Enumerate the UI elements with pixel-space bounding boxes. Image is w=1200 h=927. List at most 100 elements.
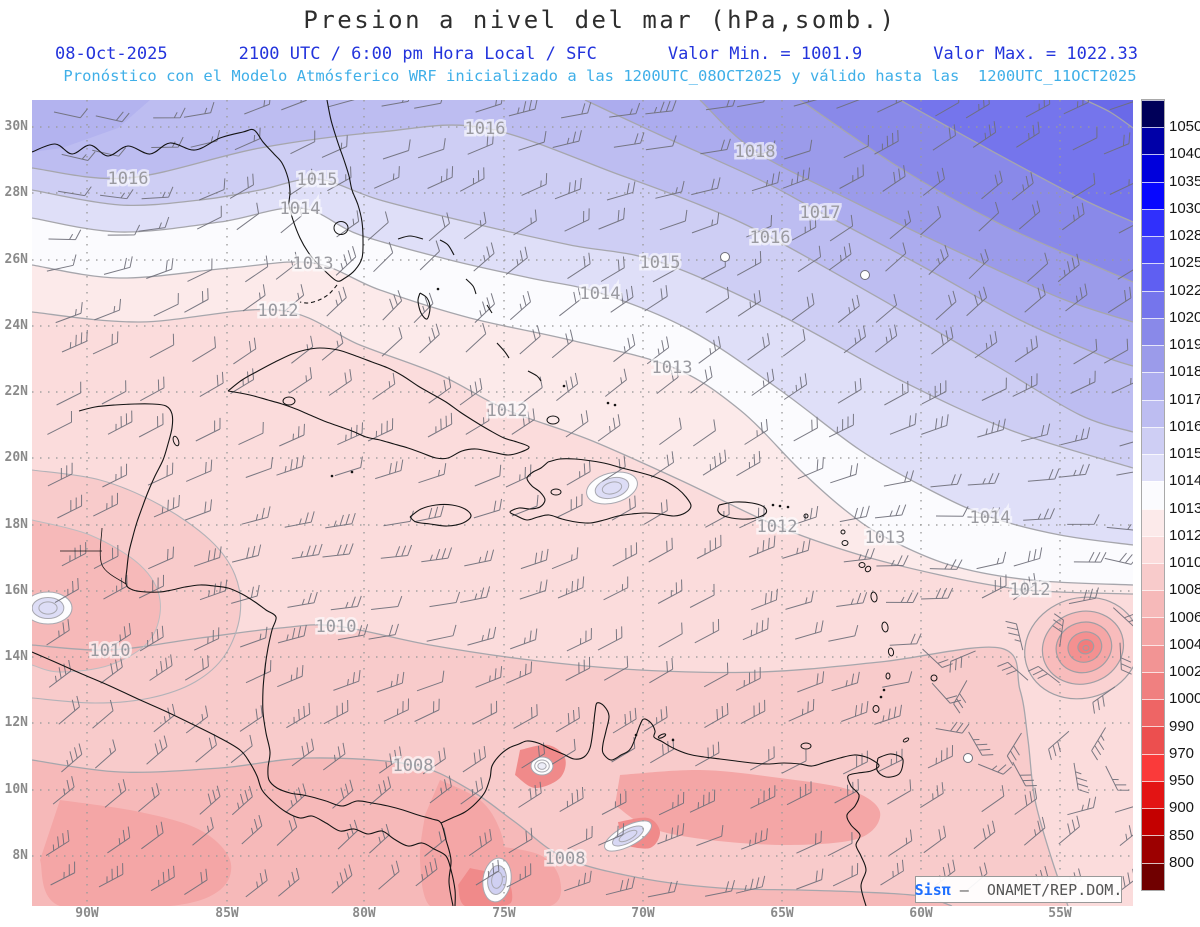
colorbar-cell: [1142, 399, 1164, 427]
colorbar-cell: [1142, 154, 1164, 182]
colorbar-tick-label: 1008: [1169, 581, 1200, 599]
contour-label: 1016: [750, 228, 791, 248]
colorbar-tick-label: 1004: [1169, 635, 1200, 653]
lat-axis-label: 16N: [4, 583, 28, 598]
watermark-brand: Sisπ: [914, 880, 951, 899]
lon-axis-label: 70W: [631, 906, 655, 921]
colorbar-cell: [1142, 236, 1164, 264]
lat-axis-label: 30N: [4, 119, 28, 134]
contour-label: 1008: [393, 756, 434, 776]
colorbar-cell: [1142, 127, 1164, 155]
colorbar: [1141, 99, 1165, 891]
wind-barbs: [45, 100, 1133, 898]
colorbar-tick-label: 1012: [1169, 526, 1200, 544]
contour-label: 1014: [970, 508, 1011, 528]
watermark: Sisπ – ONAMET/REP.DOM.: [915, 876, 1122, 903]
contour-label: 1015: [640, 253, 681, 273]
colorbar-tick-label: 1019: [1169, 336, 1200, 354]
colorbar-cell: [1142, 726, 1164, 754]
colorbar-cell: [1142, 208, 1164, 237]
colorbar-tick-label: 1010: [1169, 554, 1200, 572]
contour-label: 1008: [545, 849, 586, 869]
colorbar-tick-label: 970: [1169, 744, 1195, 762]
contour-label: 1012: [487, 401, 528, 421]
colorbar-cell: [1142, 345, 1164, 373]
valid-time: 2100 UTC / 6:00 pm Hora Local / SFC: [238, 44, 597, 64]
colorbar-tick-label: 1016: [1169, 417, 1200, 435]
colorbar-tick-label: 1006: [1169, 608, 1200, 626]
colorbar-cell: [1142, 753, 1164, 781]
contour-label: 1016: [108, 169, 149, 189]
contour-label: 1012: [1010, 580, 1051, 600]
lon-axis-label: 90W: [75, 906, 99, 921]
colorbar-cell: [1142, 508, 1164, 536]
colorbar-tick-label: 1013: [1169, 499, 1200, 517]
subtitle-row: 08-Oct-2025 2100 UTC / 6:00 pm Hora Loca…: [55, 44, 1138, 64]
watermark-text: – ONAMET/REP.DOM.: [950, 880, 1123, 899]
colorbar-cell: [1142, 372, 1164, 400]
colorbar-tick-label: 850: [1169, 826, 1195, 844]
lon-axis-label: 85W: [215, 906, 239, 921]
colorbar-cell: [1142, 862, 1164, 890]
lat-axis-label: 22N: [4, 384, 28, 399]
colorbar-tick-label: 1050: [1169, 118, 1200, 136]
colorbar-cell: [1142, 835, 1164, 863]
lat-axis-label: 20N: [4, 450, 28, 465]
contour-label: 1013: [652, 358, 693, 378]
colorbar-tick-label: 1015: [1169, 445, 1200, 463]
coastlines: [32, 100, 938, 906]
colorbar-tick-label: 990: [1169, 717, 1195, 735]
colorbar-cell: [1142, 644, 1164, 672]
colorbar-cell: [1142, 617, 1164, 645]
lat-axis-label: 24N: [4, 318, 28, 333]
contour-label: 1016: [465, 119, 506, 139]
contour-label: 1015: [297, 170, 338, 190]
colorbar-cell: [1142, 808, 1164, 836]
page-title: Presion a nivel del mar (hPa,somb.): [303, 6, 897, 34]
lat-axis-label: 26N: [4, 252, 28, 267]
colorbar-cell: [1142, 562, 1164, 591]
colorbar-tick-label: 1017: [1169, 390, 1200, 408]
colorbar-cell: [1142, 780, 1164, 809]
colorbar-tick-label: 950: [1169, 772, 1195, 790]
valid-date: 08-Oct-2025: [55, 44, 168, 64]
lat-axis-label: 8N: [12, 848, 28, 863]
colorbar-cell: [1142, 263, 1164, 291]
colorbar-cell: [1142, 290, 1164, 318]
lat-axis-label: 12N: [4, 715, 28, 730]
colorbar-tick-label: 1040: [1169, 145, 1200, 163]
map-layers: [32, 100, 1133, 906]
terrain-high-spots: [32, 471, 652, 903]
colorbar-cell: [1142, 481, 1164, 509]
contour-label: 1012: [258, 301, 299, 321]
colorbar-tick-label: 1025: [1169, 254, 1200, 272]
colorbar-cell: [1142, 454, 1164, 482]
contour-label: 1017: [800, 203, 841, 223]
colorbar-tick-label: 900: [1169, 799, 1195, 817]
colorbar-tick-label: 1020: [1169, 308, 1200, 326]
tropical-cyclone: [1024, 596, 1133, 700]
contour-label: 1014: [280, 199, 321, 219]
colorbar-tick-label: 800: [1169, 853, 1195, 871]
colorbar-cell: [1142, 671, 1164, 700]
lon-axis-label: 65W: [770, 906, 794, 921]
lat-axis-label: 14N: [4, 649, 28, 664]
contour-label: 1014: [580, 284, 621, 304]
lon-axis-label: 55W: [1048, 906, 1072, 921]
colorbar-tick-label: 1030: [1169, 199, 1200, 217]
lon-axis-label: 75W: [492, 906, 516, 921]
colorbar-tick-label: 1035: [1169, 172, 1200, 190]
forecast-line: Pronóstico con el Modelo Atmósferico WRF…: [63, 67, 1137, 85]
colorbar-tick-label: 1000: [1169, 690, 1200, 708]
isobar-lines: [32, 100, 1133, 906]
colorbar-cell: [1142, 181, 1164, 209]
lat-axis-label: 10N: [4, 782, 28, 797]
colorbar-tick-label: 1002: [1169, 663, 1200, 681]
contour-label: 1013: [293, 254, 334, 274]
value-max: Valor Max. = 1022.33: [933, 44, 1138, 64]
colorbar-cell: [1142, 699, 1164, 727]
colorbar-tick-label: 1014: [1169, 472, 1200, 490]
lon-axis-label: 80W: [352, 906, 376, 921]
